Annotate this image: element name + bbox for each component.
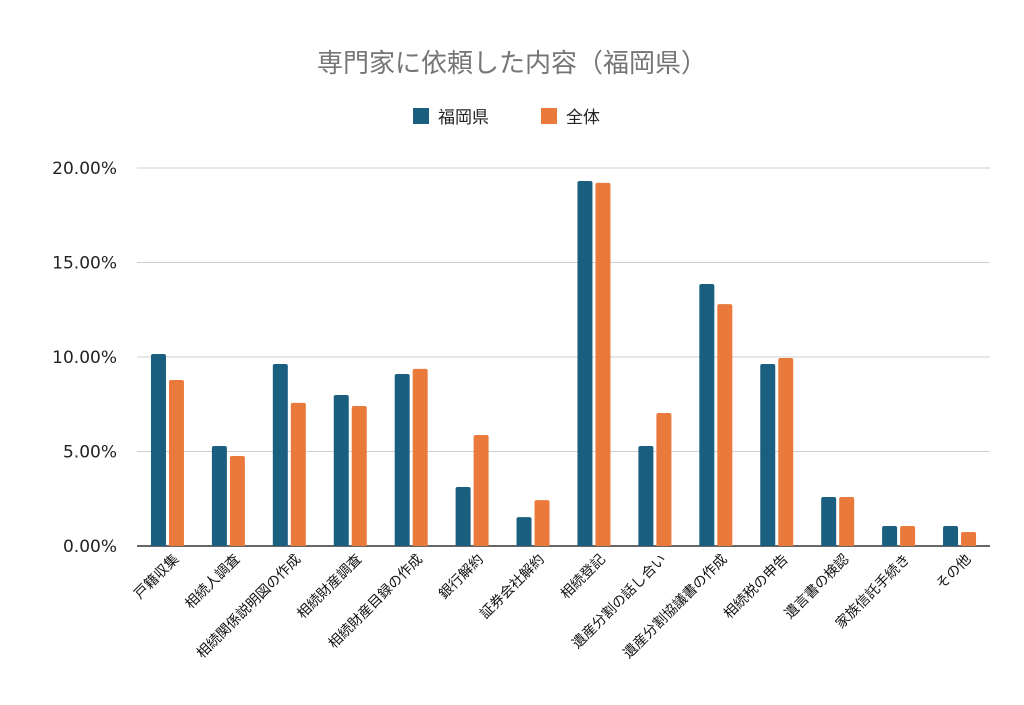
legend-swatch <box>541 108 557 124</box>
bar-fukuoka <box>394 374 410 546</box>
bar-overall <box>412 368 428 546</box>
y-tick-label: 15.00% <box>52 254 117 274</box>
bar-fukuoka <box>821 497 837 546</box>
chart-title: 専門家に依頼した内容（福岡県） <box>317 49 707 79</box>
y-tick-label: 0.00% <box>63 537 117 557</box>
x-tick-label: 相続関係説明図の作成 <box>193 551 304 662</box>
bar-overall <box>839 497 855 546</box>
y-tick-label: 10.00% <box>52 348 117 368</box>
bar-overall <box>229 456 245 546</box>
bar-fukuoka <box>760 363 776 546</box>
bar-fukuoka <box>577 181 593 546</box>
bar-fukuoka <box>882 525 898 546</box>
x-tick-label: その他 <box>933 552 974 593</box>
bars <box>150 181 977 546</box>
bar-overall <box>534 500 550 546</box>
bar-fukuoka <box>333 394 349 546</box>
y-tick-label: 20.00% <box>52 159 117 179</box>
bar-overall <box>290 402 306 546</box>
legend-label: 全体 <box>566 108 600 128</box>
bar-fukuoka <box>272 363 288 546</box>
legend-swatch <box>413 108 429 124</box>
legend-label: 福岡県 <box>438 108 489 128</box>
bar-fukuoka <box>699 284 715 546</box>
bar-fukuoka <box>211 446 227 546</box>
x-tick-label: 相続登記 <box>557 551 609 603</box>
gridlines: 0.00% 5.00% 10.00% 15.00% 20.00% <box>52 159 990 557</box>
bar-overall <box>717 304 733 546</box>
bar-overall <box>900 525 916 546</box>
bar-fukuoka <box>516 517 532 546</box>
bar-overall <box>778 357 794 546</box>
x-tick-label: 相続人調査 <box>182 551 244 613</box>
y-tick-label: 5.00% <box>63 443 117 463</box>
bar-overall <box>595 182 611 546</box>
bar-fukuoka <box>455 487 471 546</box>
x-tick-label: 相続税の申告 <box>720 551 791 622</box>
legend: 福岡県 全体 <box>413 108 600 128</box>
bar-fukuoka <box>943 525 959 546</box>
bar-fukuoka <box>150 353 166 546</box>
x-tick-label: 銀行解約 <box>436 552 487 603</box>
bar-overall <box>656 412 672 546</box>
x-tick-label: 証券会社解約 <box>477 552 548 623</box>
x-tick-label: 戸籍収集 <box>131 551 183 603</box>
x-tick-label: 遺産分割協議書の作成 <box>620 551 731 662</box>
bar-overall <box>473 435 489 546</box>
bar-overall <box>961 532 977 546</box>
bar-fukuoka <box>638 446 654 546</box>
bar-overall <box>168 380 184 546</box>
bar-overall <box>351 405 367 546</box>
